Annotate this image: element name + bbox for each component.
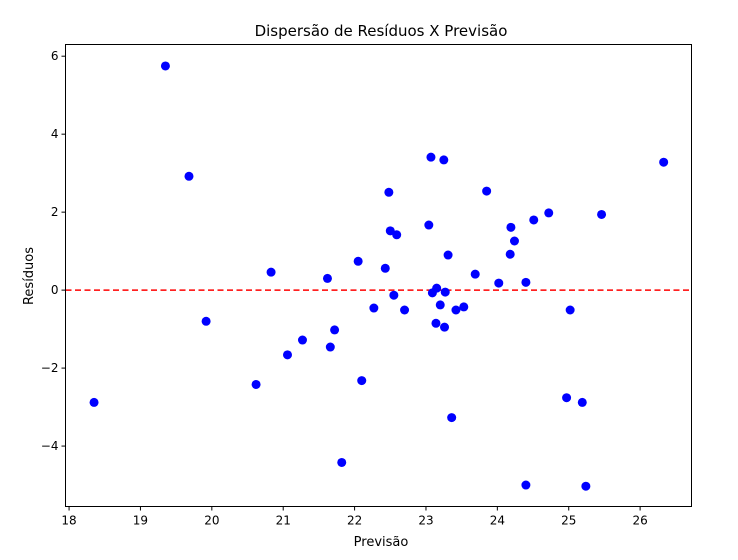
data-point [89,397,99,407]
data-point [521,480,531,490]
data-point [506,222,516,232]
data-point [505,249,515,259]
data-point [400,305,410,315]
data-point [440,322,450,332]
y-tick-label: −4 [41,439,59,453]
data-point [459,302,469,312]
data-point [322,273,332,283]
data-point [184,171,194,181]
x-tick-label: 23 [418,514,433,528]
data-point [392,230,402,240]
data-point [509,236,519,246]
data-point [384,187,394,197]
data-point [482,186,492,196]
data-point [432,283,442,293]
x-tick-label: 21 [276,514,291,528]
data-point [380,263,390,273]
y-tick-label: 4 [51,127,59,141]
x-tick-label: 20 [204,514,219,528]
data-point [325,342,335,352]
data-point [282,350,292,360]
data-point [494,278,504,288]
x-tick-label: 25 [561,514,576,528]
x-tick-label: 19 [133,514,148,528]
data-point [337,457,347,467]
data-point [266,267,276,277]
x-tick-label: 26 [632,514,647,528]
y-tick-label: 0 [51,283,59,297]
data-point [330,325,340,335]
plot-area [65,61,692,491]
data-point [443,250,453,260]
y-tick-label: 2 [51,205,59,219]
data-point [201,316,211,326]
x-tick-label: 22 [347,514,362,528]
data-point [470,269,480,279]
data-point [521,277,531,287]
plot-frame [65,44,692,507]
y-tick-label: −2 [41,361,59,375]
chart-title: Dispersão de Resíduos X Previsão [255,22,508,40]
data-point [447,413,457,423]
x-tick-label: 18 [61,514,76,528]
y-tick-label: 6 [51,49,59,63]
data-point [439,155,449,165]
data-point [581,481,591,491]
y-axis: −4 −2 0 2 4 6 [41,49,66,453]
data-point [440,287,450,297]
data-point [544,208,554,218]
data-point [251,379,261,389]
data-point [451,305,461,315]
data-point [389,290,399,300]
data-point [431,318,441,328]
data-point [659,157,669,167]
data-point [160,61,170,71]
data-point [353,256,363,266]
y-axis-label: Resíduos [22,247,37,305]
data-point [297,335,307,345]
data-point [565,305,575,315]
data-point [357,376,367,386]
data-point [577,397,587,407]
data-point [562,393,572,403]
data-point [435,300,445,310]
data-point [597,209,607,219]
data-point [529,215,539,225]
x-axis: 18 19 20 21 22 23 24 25 26 [61,506,648,528]
data-point [424,220,434,230]
data-point [369,303,379,313]
x-axis-label: Previsão [354,535,409,550]
data-point [426,152,436,162]
x-tick-label: 24 [490,514,505,528]
